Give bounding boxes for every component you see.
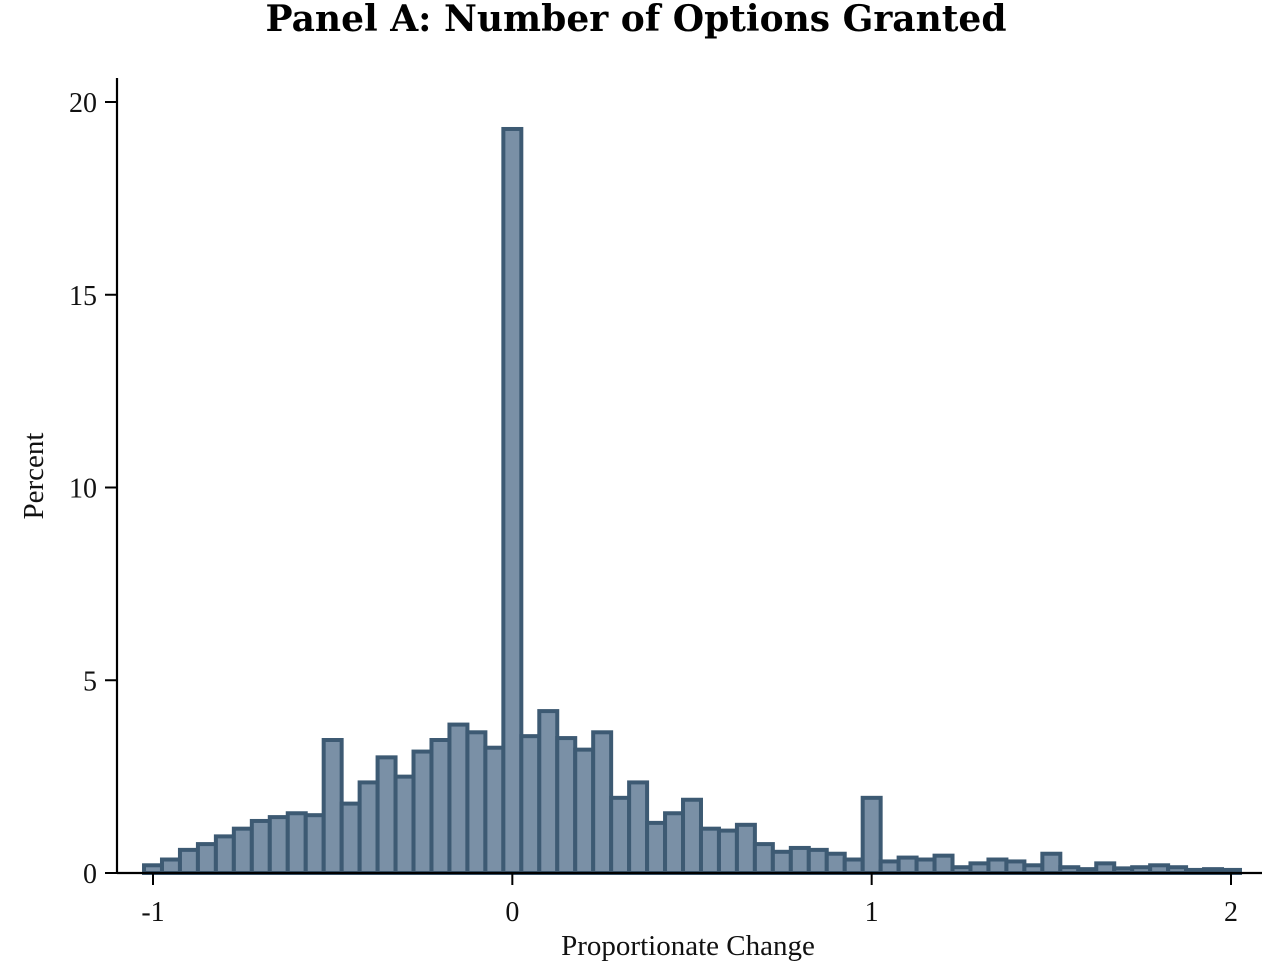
histogram-bar [986,857,1009,876]
histogram-bar [1040,851,1063,875]
y-tick-label: 15 [69,281,97,312]
histogram-bar [681,797,703,875]
histogram-bar [663,811,686,875]
histogram-bar [896,855,919,876]
x-axis-label: Proportionate Change [561,930,815,962]
y-tick-label: 20 [69,88,97,119]
histogram-bar [627,780,650,875]
histogram-bar [537,709,560,876]
histogram-bar [393,774,416,876]
histogram-bar [195,842,218,876]
histogram-bar [932,853,955,876]
histogram-bar [573,747,596,876]
histogram-bar [285,811,308,875]
y-axis-label: Percent [18,433,50,520]
histogram-bar [555,736,578,876]
bars-group [142,126,1242,876]
y-tick-label: 5 [83,666,97,697]
x-tick-label: 0 [505,897,519,928]
histogram-bar [770,849,793,875]
y-ticks-group: 0 5 10 15 20 [69,88,117,890]
histogram-bar [177,847,200,875]
x-tick-label: 2 [1224,897,1238,928]
histogram-bar [483,745,506,876]
histogram-bar [878,859,901,875]
histogram-bar [447,722,470,876]
histogram-bar [806,847,829,875]
histogram-bar [1004,859,1027,875]
x-tick-label: -1 [141,897,164,928]
histogram-bar [465,730,488,875]
histogram-bar [591,730,614,875]
histogram-bar [159,857,182,876]
x-tick-label: 1 [865,897,879,928]
histogram-bar [842,857,865,876]
histogram-bar [716,828,739,875]
histogram-bar [1148,863,1171,875]
chart-title: Panel A: Number of Options Granted [266,0,1007,40]
histogram-bar [519,734,542,876]
histogram-bar [1094,861,1117,875]
histogram-bar [213,834,236,876]
histogram-bar [609,795,632,876]
histogram-bar [734,822,757,875]
histogram-bar [968,861,991,875]
histogram-bar [914,857,937,876]
histogram-bar [231,826,254,875]
histogram-bar [429,738,452,875]
y-tick-label: 10 [69,474,97,505]
histogram-bar [303,813,326,875]
histogram-bar [788,845,811,876]
histogram-bar [824,851,847,875]
histogram-bar [752,842,775,876]
x-ticks-group: -1 0 1 2 [141,873,1238,928]
y-tick-label: 0 [83,859,97,890]
histogram-bar [698,826,721,875]
histogram-bar [339,801,362,875]
histogram-bar [501,126,524,876]
histogram-bar [375,755,398,875]
histogram-bar [411,749,434,876]
histogram-bar [321,738,344,875]
histogram-bar [249,818,272,876]
histogram-bar [357,780,380,875]
histogram-bar [645,820,668,876]
histogram-bar [142,863,164,875]
histogram-bar [1022,863,1045,875]
histogram-bar [860,795,883,876]
histogram-bar [267,815,290,875]
